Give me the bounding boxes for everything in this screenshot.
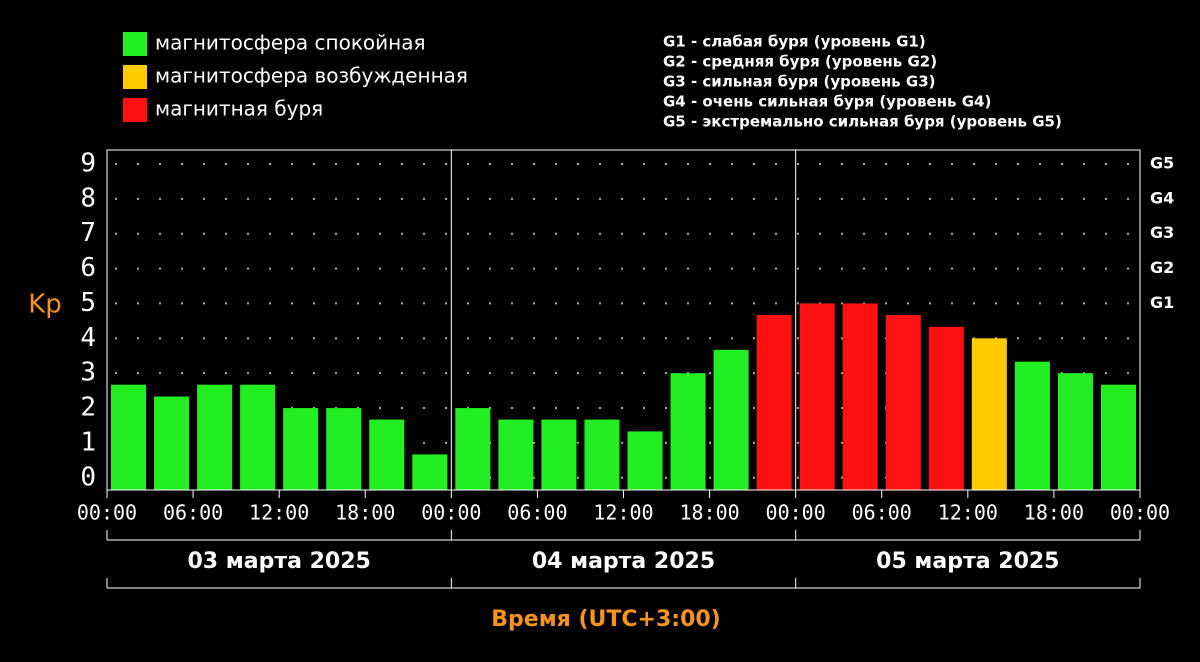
x-tick-label: 06:00 (507, 501, 567, 525)
legend-swatch (123, 65, 147, 89)
storm-level: G1 - слабая буря (уровень G1) (663, 33, 926, 51)
bar (627, 431, 663, 490)
x-tick-label: 00:00 (421, 501, 481, 525)
bar (1057, 373, 1093, 490)
bar (670, 373, 706, 490)
y-tick-label: 5 (80, 288, 96, 318)
x-tick-label: 00:00 (1110, 501, 1170, 525)
bar (799, 303, 835, 490)
legend-swatch (123, 98, 147, 122)
y2-tick-label: G4 (1150, 188, 1174, 207)
y-tick-label: 2 (80, 393, 96, 423)
x-tick-label: 12:00 (593, 501, 653, 525)
bar (240, 384, 276, 490)
bar (971, 338, 1007, 490)
x-tick-label: 00:00 (77, 501, 137, 525)
bar (326, 408, 362, 490)
y-tick-label: 6 (80, 253, 96, 283)
bar (197, 384, 233, 490)
y2-tick-label: G1 (1150, 293, 1174, 312)
legend-label: магнитосфера возбужденная (155, 64, 468, 88)
x-group-label: 03 марта 2025 (187, 549, 370, 574)
y-tick-label: 8 (80, 183, 96, 213)
x-tick-label: 12:00 (938, 501, 998, 525)
x-tick-label: 06:00 (163, 501, 223, 525)
bar (1014, 361, 1050, 490)
storm-level: G2 - средняя буря (уровень G2) (663, 53, 937, 71)
bar (283, 408, 319, 490)
bar (842, 303, 878, 490)
storm-level: G3 - сильная буря (уровень G3) (663, 73, 936, 91)
bar (713, 349, 749, 490)
bar (885, 314, 921, 490)
x-tick-label: 00:00 (766, 501, 826, 525)
y-tick-label: 1 (80, 427, 96, 457)
legend-label: магнитная буря (155, 97, 323, 121)
x-tick-label: 06:00 (852, 501, 912, 525)
y2-tick-label: G3 (1150, 223, 1174, 242)
x-group-label: 05 марта 2025 (876, 549, 1059, 574)
bar (584, 419, 620, 490)
y-axis-label: Kp (28, 290, 62, 320)
bar (111, 384, 147, 490)
x-group-label: 04 марта 2025 (532, 549, 715, 574)
bar (541, 419, 577, 490)
y-tick-label: 9 (80, 148, 96, 178)
bar (756, 314, 792, 490)
y-tick-label: 0 (80, 462, 96, 492)
storm-level: G5 - экстремально сильная буря (уровень … (663, 113, 1062, 131)
x-axis-label: Время (UTC+3:00) (491, 607, 721, 632)
x-tick-label: 18:00 (679, 501, 739, 525)
y-tick-label: 7 (80, 218, 96, 248)
bar (154, 396, 190, 490)
bar (412, 454, 448, 490)
legend-swatch (123, 32, 147, 56)
legend-label: магнитосфера спокойная (155, 31, 426, 55)
x-tick-label: 12:00 (249, 501, 309, 525)
bar (455, 408, 491, 490)
y-tick-label: 3 (80, 358, 96, 388)
bar (498, 419, 534, 490)
x-tick-label: 18:00 (335, 501, 395, 525)
y-tick-label: 4 (80, 323, 96, 353)
x-tick-label: 18:00 (1024, 501, 1084, 525)
bar (928, 326, 964, 490)
storm-level: G4 - очень сильная буря (уровень G4) (663, 93, 991, 111)
y2-tick-label: G2 (1150, 258, 1174, 277)
bar (1100, 384, 1136, 490)
y2-tick-label: G5 (1150, 153, 1174, 172)
bar (369, 419, 405, 490)
